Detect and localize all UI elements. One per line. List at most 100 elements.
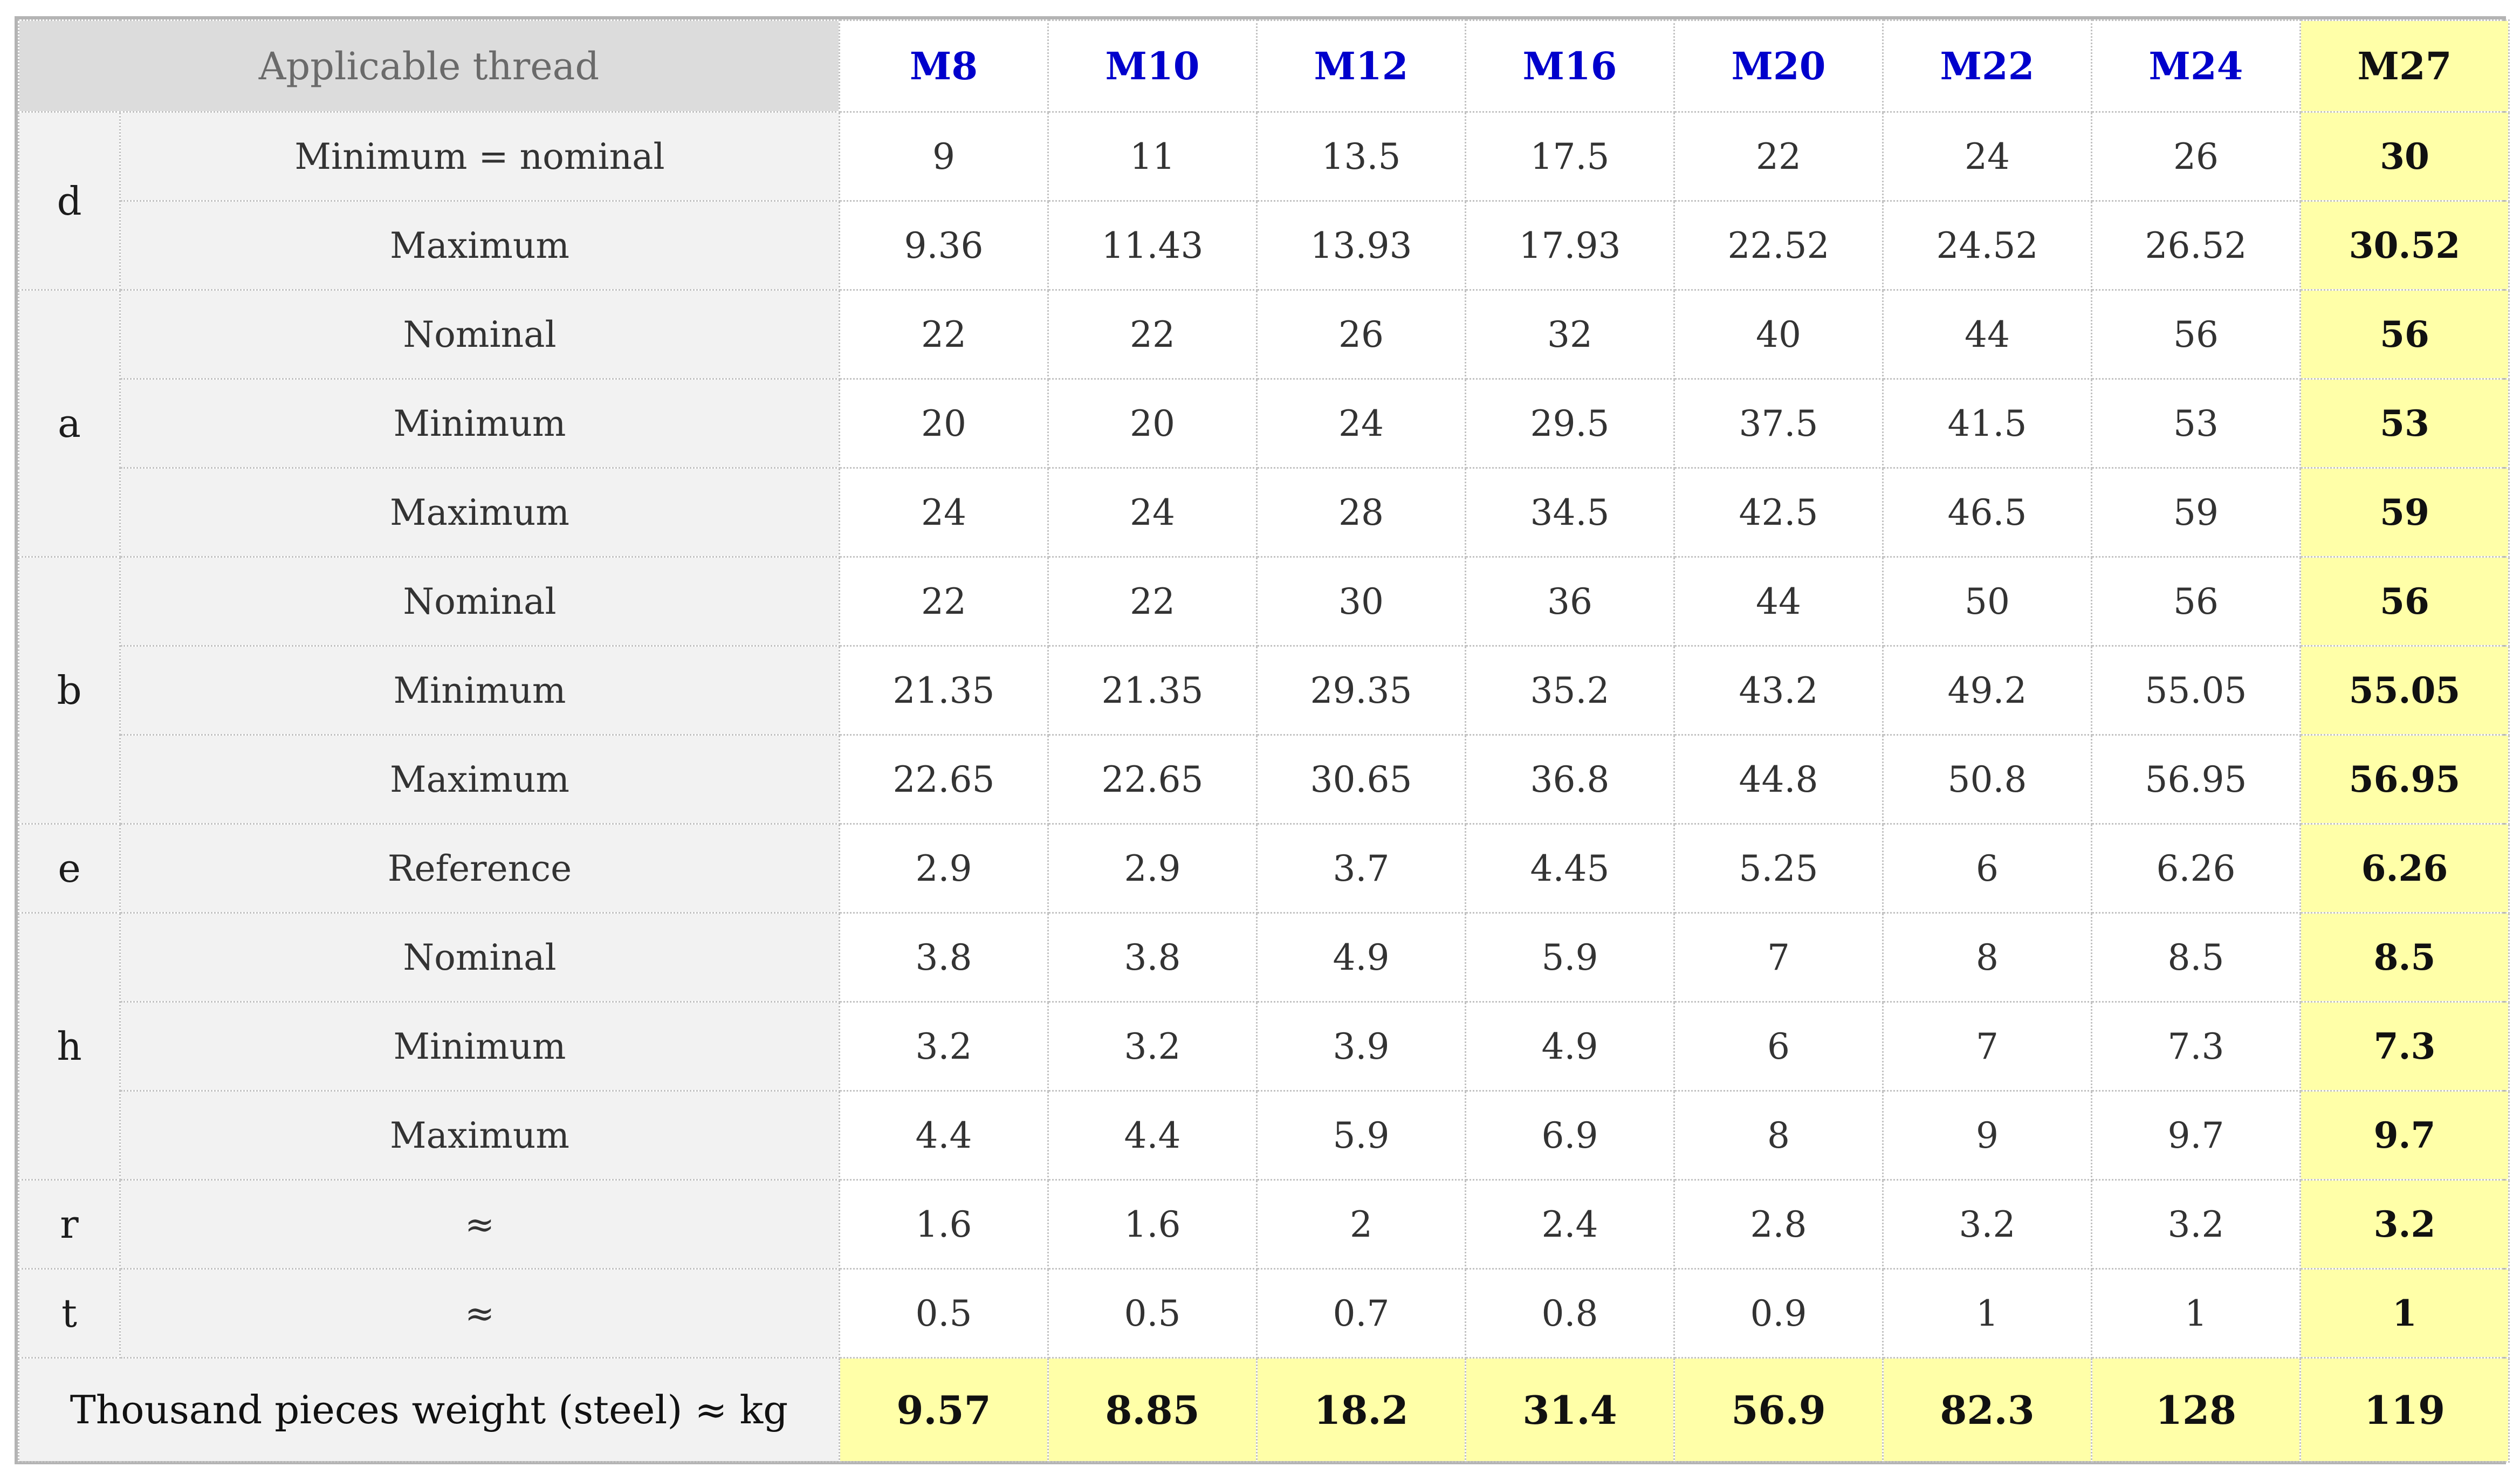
weight-value: 128	[2091, 1357, 2301, 1463]
dimension-table-container: Applicable thread M8 M10 M12 M16 M20 M22…	[15, 16, 2510, 1464]
value-cell: 22.65	[1047, 734, 1258, 825]
value-cell: 22	[839, 289, 1049, 380]
value-cell: 20	[839, 378, 1049, 469]
value-cell: 2.8	[1673, 1179, 1884, 1270]
thread-header-m16: M16	[1465, 19, 1675, 113]
value-cell: 43.2	[1673, 645, 1884, 736]
value-cell: 24	[1256, 378, 1466, 469]
value-cell: 3.2	[1047, 1001, 1258, 1092]
spec-row: Minimum 3.2 3.2 3.9 4.9 6 7 7.3 7.3	[19, 1001, 2510, 1092]
value-cell: 56	[2091, 289, 2301, 380]
value-cell: 59	[2299, 467, 2510, 558]
value-cell: 53	[2299, 378, 2510, 469]
row-label: Minimum	[119, 645, 840, 736]
dimension-symbol: e	[18, 823, 121, 914]
value-cell: 37.5	[1673, 378, 1884, 469]
thread-header-m8: M8	[839, 19, 1049, 113]
value-cell: 22	[1047, 289, 1258, 380]
spec-row: Maximum 22.65 22.65 30.65 36.8 44.8 50.8 56.95 5…	[19, 734, 2510, 825]
value-cell: 6.9	[1465, 1090, 1675, 1181]
value-cell: 3.2	[839, 1001, 1049, 1092]
value-cell: 2	[1256, 1179, 1466, 1270]
value-cell: 1	[1882, 1268, 2092, 1359]
value-cell: 0.8	[1465, 1268, 1675, 1359]
value-cell: 9.7	[2299, 1090, 2510, 1181]
value-cell: 5.25	[1673, 823, 1884, 914]
value-cell: 17.5	[1465, 111, 1675, 202]
value-cell: 1	[2091, 1268, 2301, 1359]
value-cell: 56	[2299, 556, 2510, 647]
weight-label: Thousand pieces weight (steel) ≈ kg	[18, 1357, 840, 1463]
value-cell: 7	[1673, 912, 1884, 1003]
value-cell: 28	[1256, 467, 1466, 558]
weight-value: 31.4	[1465, 1357, 1675, 1463]
value-cell: 6.26	[2299, 823, 2510, 914]
row-label: Reference	[119, 823, 840, 914]
value-cell: 8.5	[2091, 912, 2301, 1003]
weight-row: Thousand pieces weight (steel) ≈ kg 9.57…	[18, 1357, 2510, 1463]
dimension-symbol: t	[18, 1268, 121, 1359]
value-cell: 11	[1047, 111, 1258, 202]
value-cell: 53	[2091, 378, 2301, 469]
header-row: Applicable thread M8 M10 M12 M16 M20 M22…	[18, 19, 2510, 113]
value-cell: 24	[839, 467, 1049, 558]
weight-value: 9.57	[839, 1357, 1049, 1463]
value-cell: 20	[1047, 378, 1258, 469]
row-label: Minimum	[119, 378, 840, 469]
value-cell: 3.2	[2091, 1179, 2301, 1270]
value-cell: 59	[2091, 467, 2301, 558]
row-label: ≈	[119, 1268, 840, 1359]
value-cell: 13.5	[1256, 111, 1466, 202]
dimension-symbol: h	[18, 912, 121, 1181]
value-cell: 0.7	[1256, 1268, 1466, 1359]
value-cell: 3.9	[1256, 1001, 1466, 1092]
value-cell: 26.52	[2091, 200, 2301, 291]
value-cell: 49.2	[1882, 645, 2092, 736]
value-cell: 21.35	[839, 645, 1049, 736]
value-cell: 9	[1882, 1090, 2092, 1181]
spec-row: Maximum 4.4 4.4 5.9 6.9 8 9 9.7 9.7	[19, 1090, 2510, 1181]
value-cell: 17.93	[1465, 200, 1675, 291]
thread-header-m27: M27	[2299, 19, 2510, 113]
weight-value: 18.2	[1256, 1357, 1466, 1463]
row-label: Maximum	[119, 734, 840, 825]
value-cell: 2.9	[839, 823, 1049, 914]
value-cell: 3.8	[1047, 912, 1258, 1003]
value-cell: 50.8	[1882, 734, 2092, 825]
value-cell: 5.9	[1465, 912, 1675, 1003]
weight-value: 119	[2299, 1357, 2510, 1463]
value-cell: 22.52	[1673, 200, 1884, 291]
value-cell: 22	[839, 556, 1049, 647]
spec-row: e Reference 2.9 2.9 3.7 4.45 5.25 6 6.26 6.26	[18, 823, 2510, 914]
spec-row: b Nominal 22 22 30 36 44 50 56 56	[18, 556, 2510, 825]
value-cell: 4.4	[839, 1090, 1049, 1181]
value-cell: 36	[1465, 556, 1675, 647]
value-cell: 0.5	[1047, 1268, 1258, 1359]
value-cell: 2.4	[1465, 1179, 1675, 1270]
value-cell: 30.65	[1256, 734, 1466, 825]
value-cell: 30	[1256, 556, 1466, 647]
spec-row: h Nominal 3.8 3.8 4.9 5.9 7 8 8.5 8.5	[18, 912, 2510, 1181]
row-label: Minimum = nominal	[119, 111, 840, 202]
value-cell: 42.5	[1673, 467, 1884, 558]
value-cell: 0.5	[839, 1268, 1049, 1359]
value-cell: 3.8	[839, 912, 1049, 1003]
value-cell: 24	[1047, 467, 1258, 558]
value-cell: 56	[2091, 556, 2301, 647]
value-cell: 22	[1047, 556, 1258, 647]
value-cell: 8	[1882, 912, 2092, 1003]
value-cell: 7.3	[2091, 1001, 2301, 1092]
spec-row: Maximum 9.36 11.43 13.93 17.93 22.52 24.52 26.5…	[19, 200, 2510, 291]
spec-row: t ≈0.5 0.5 0.7 0.8 0.9 1 1 1	[18, 1268, 2510, 1359]
value-cell: 24	[1882, 111, 2092, 202]
value-cell: 9.36	[839, 200, 1049, 291]
value-cell: 56.95	[2091, 734, 2301, 825]
value-cell: 24.52	[1882, 200, 2092, 291]
value-cell: 8.5	[2299, 912, 2510, 1003]
thread-header-m20: M20	[1673, 19, 1884, 113]
weight-value: 82.3	[1882, 1357, 2092, 1463]
value-cell: 4.4	[1047, 1090, 1258, 1181]
row-label: Nominal	[119, 912, 840, 1003]
value-cell: 35.2	[1465, 645, 1675, 736]
value-cell: 3.2	[2299, 1179, 2510, 1270]
